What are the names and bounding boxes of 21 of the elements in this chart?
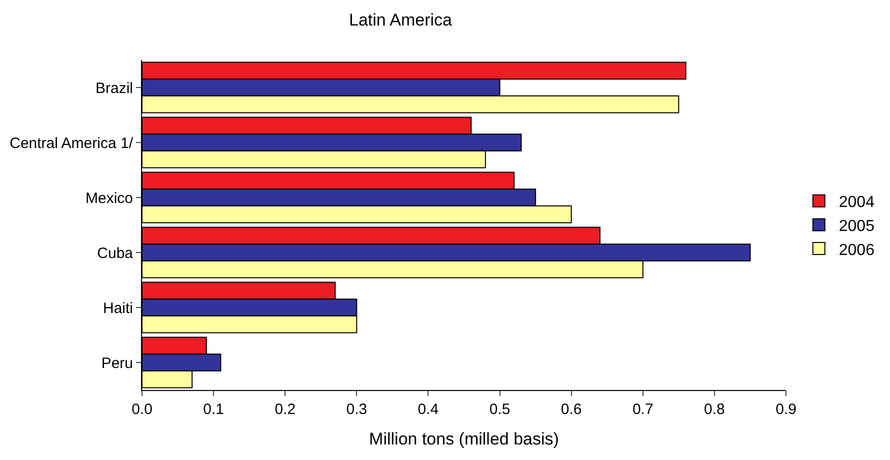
legend-label: 2006 (838, 242, 875, 259)
x-tick-label: 0.8 (704, 401, 725, 418)
y-tick-label: Mexico (85, 190, 133, 207)
chart-title: Latin America (349, 10, 453, 30)
x-tick-label: 0.3 (346, 401, 368, 418)
x-tick-label: 0.5 (489, 401, 510, 418)
x-tick-label: 0.4 (418, 401, 439, 418)
y-tick-label: Cuba (97, 244, 134, 262)
legend-label: 2005 (838, 218, 875, 235)
x-axis-title: Million tons (milled basis) (369, 429, 559, 448)
x-tick-label: 0.1 (203, 401, 224, 418)
x-tick-label: 0.9 (776, 401, 796, 418)
y-tick-label: Peru (101, 354, 133, 372)
x-tick-label: 0.2 (274, 401, 296, 418)
y-tick-label: Haiti (102, 300, 133, 317)
y-tick-label: Brazil (95, 80, 133, 97)
x-tick-label: 0.6 (560, 401, 582, 418)
legend-label: 2004 (838, 194, 875, 212)
x-tick-label: 0.0 (132, 401, 152, 418)
x-tick-label: 0.7 (632, 401, 654, 418)
y-tick-label: Central America 1/ (10, 134, 134, 152)
